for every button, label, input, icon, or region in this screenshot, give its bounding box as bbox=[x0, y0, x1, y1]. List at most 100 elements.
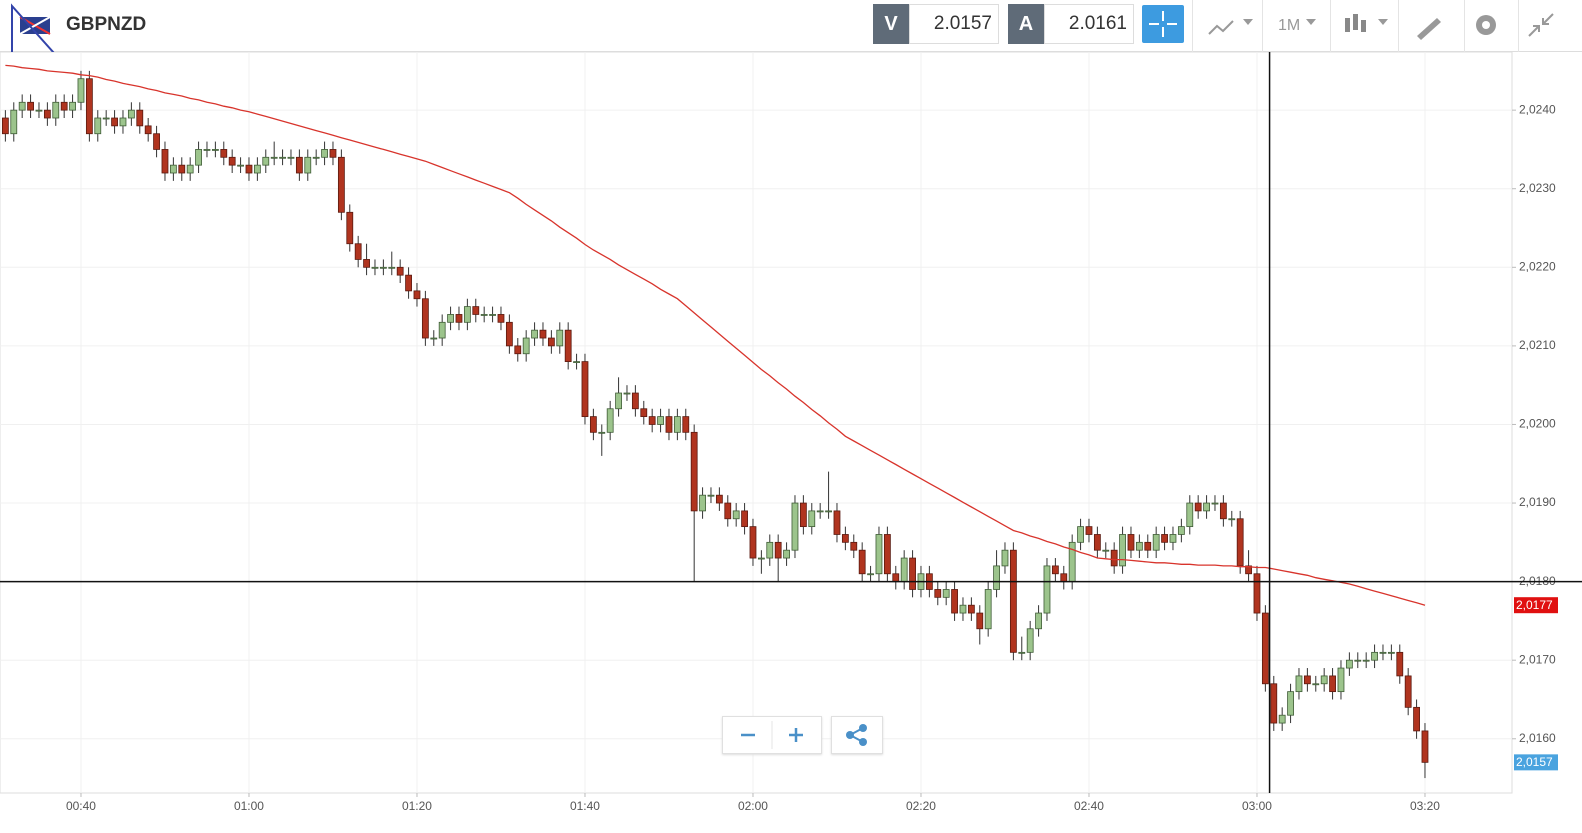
ask-box[interactable] bbox=[1044, 4, 1134, 44]
symbol: GBPNZD bbox=[66, 14, 147, 35]
ma-price-tag-label: 2,0177 bbox=[1516, 598, 1553, 612]
candle-body bbox=[1371, 651, 1378, 661]
candle-body bbox=[715, 494, 723, 504]
x-tick-label: 01:40 bbox=[570, 799, 600, 813]
x-tick-label: 00:40 bbox=[66, 799, 96, 813]
candle-body bbox=[371, 266, 379, 269]
candle-body bbox=[1093, 534, 1101, 551]
candle-body bbox=[993, 565, 1000, 590]
chart-type-button[interactable] bbox=[1192, 0, 1263, 52]
candle-body bbox=[1219, 502, 1227, 520]
candle-body bbox=[1362, 659, 1370, 662]
candle-body bbox=[321, 149, 328, 158]
candle-body bbox=[1253, 573, 1261, 614]
bid-box[interactable] bbox=[909, 4, 999, 44]
candle-body bbox=[430, 337, 438, 340]
candle-body bbox=[102, 117, 110, 120]
y-tick-label: 2,0180 bbox=[1519, 574, 1556, 588]
candle-body bbox=[648, 416, 656, 425]
candle-body bbox=[825, 510, 832, 513]
candle-body bbox=[379, 266, 387, 269]
candle-body bbox=[1203, 502, 1210, 512]
candle-body bbox=[799, 502, 807, 528]
candle-body bbox=[1329, 675, 1336, 693]
candle-body bbox=[556, 329, 564, 347]
candle-body bbox=[833, 510, 841, 535]
candle-body bbox=[1320, 675, 1328, 685]
candle-body bbox=[1194, 502, 1202, 512]
moving-average bbox=[5, 64, 1426, 606]
zoom-in[interactable] bbox=[789, 728, 803, 742]
y-tick-label: 2,0160 bbox=[1519, 731, 1556, 745]
candle-body bbox=[883, 534, 891, 575]
candle-body bbox=[589, 416, 597, 433]
candle-body bbox=[119, 117, 127, 127]
candle-body bbox=[623, 392, 631, 395]
candle-body bbox=[262, 156, 270, 166]
candle-body bbox=[1152, 534, 1160, 551]
candle-body bbox=[757, 557, 765, 560]
candle-body bbox=[447, 314, 454, 323]
candle-body bbox=[766, 541, 774, 559]
zoom-icons bbox=[741, 721, 803, 749]
crosshair-button[interactable] bbox=[1142, 5, 1184, 43]
candle-body bbox=[934, 589, 942, 598]
candle-body bbox=[405, 274, 412, 292]
candle-body bbox=[438, 321, 446, 339]
candle-body bbox=[850, 541, 858, 551]
timeframe-button[interactable]: 1M bbox=[1262, 0, 1331, 52]
candle-body bbox=[707, 494, 715, 497]
zoom-controls bbox=[722, 716, 822, 754]
candle-body bbox=[52, 101, 60, 119]
candle-body bbox=[699, 494, 706, 512]
last-price-tag-label: 2,0157 bbox=[1516, 755, 1553, 769]
candles-icon bbox=[1345, 14, 1388, 32]
share-button[interactable] bbox=[831, 716, 883, 754]
y-tick-label: 2,0200 bbox=[1519, 417, 1556, 431]
y-tick-label: 2,0170 bbox=[1519, 652, 1556, 666]
candle-body bbox=[1270, 683, 1278, 724]
candle-body bbox=[1177, 526, 1185, 535]
bid-price: 2.0157 bbox=[933, 13, 992, 34]
candle-body bbox=[1169, 534, 1177, 543]
settings-button[interactable] bbox=[1464, 0, 1519, 52]
candle-body bbox=[60, 101, 68, 111]
draw-button[interactable] bbox=[1398, 0, 1465, 52]
candle-body bbox=[1, 117, 9, 135]
candle-body bbox=[598, 431, 606, 434]
candle-body bbox=[1261, 612, 1269, 685]
candle-body bbox=[18, 101, 26, 111]
x-tick-label: 02:00 bbox=[738, 799, 768, 813]
candle-body bbox=[153, 133, 160, 150]
candle-body bbox=[497, 314, 505, 323]
candle-body bbox=[791, 502, 799, 551]
candle-body bbox=[531, 329, 538, 339]
candles-button[interactable] bbox=[1330, 0, 1399, 52]
candle-body bbox=[573, 361, 580, 364]
chart-type-icon bbox=[1208, 19, 1253, 35]
candle-body bbox=[237, 164, 244, 167]
candle-body bbox=[245, 164, 253, 174]
candle-body bbox=[1077, 526, 1084, 543]
candle-body bbox=[220, 149, 228, 158]
candle-body bbox=[388, 266, 396, 269]
candle-body bbox=[127, 109, 135, 119]
candle-body bbox=[1060, 573, 1068, 583]
collapse-button[interactable] bbox=[1518, 0, 1582, 52]
candle-body bbox=[1228, 518, 1236, 521]
candle-body bbox=[783, 549, 790, 559]
plot-border bbox=[0, 52, 1513, 794]
y-tick-label: 2,0230 bbox=[1519, 181, 1556, 195]
candle-body bbox=[421, 298, 429, 339]
candle-body bbox=[909, 557, 916, 590]
candle-body bbox=[959, 604, 967, 614]
ask-label[interactable]: A bbox=[1008, 4, 1044, 44]
candle-body bbox=[1102, 549, 1110, 552]
candle-body bbox=[1035, 612, 1042, 630]
candle-body bbox=[363, 259, 370, 268]
candle-body bbox=[295, 156, 303, 174]
y-tick-label: 2,0210 bbox=[1519, 338, 1556, 352]
candle-body bbox=[984, 589, 992, 630]
bid-label[interactable]: V bbox=[873, 4, 909, 44]
